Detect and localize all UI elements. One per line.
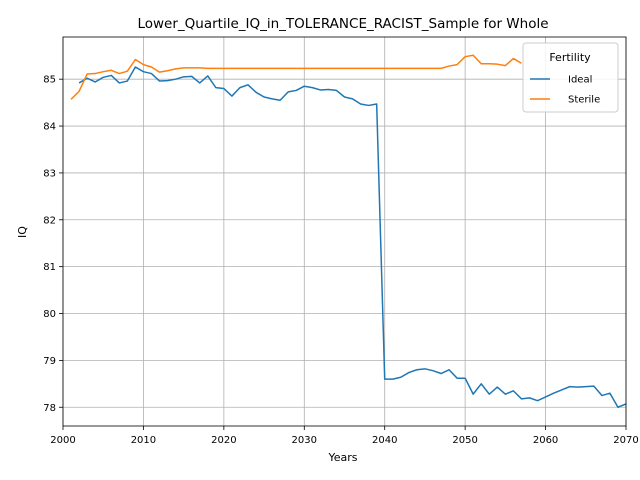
legend-items: Ideal Sterile: [530, 75, 600, 106]
y-tick-label: 83: [43, 168, 56, 179]
series-line-ideal: [78, 66, 627, 408]
x-tick-label: 2060: [533, 435, 558, 446]
legend-label-sterile: Sterile: [568, 95, 600, 106]
series-line-sterile: [70, 54, 522, 100]
legend-box: [522, 42, 619, 113]
x-axis-label: Years: [327, 451, 357, 464]
x-axis-ticks: 2000 2010 2020 2030 2040 2050 2060 2070: [50, 426, 639, 446]
y-tick-label: 80: [43, 309, 56, 320]
legend: Fertility Ideal Sterile: [522, 42, 619, 113]
y-tick-label: 82: [43, 215, 56, 226]
y-axis-label: IQ: [16, 226, 29, 238]
series-layer: [70, 54, 627, 408]
x-tick-label: 2010: [131, 435, 156, 446]
y-tick-label: 79: [43, 356, 56, 367]
x-tick-label: 2050: [452, 435, 477, 446]
y-tick-label: 85: [43, 75, 56, 86]
x-tick-label: 2070: [613, 435, 638, 446]
y-tick-label: 81: [43, 262, 56, 273]
x-tick-label: 2020: [211, 435, 236, 446]
plot-frame: [62, 36, 627, 427]
legend-label-ideal: Ideal: [568, 75, 592, 86]
y-tick-label: 78: [43, 403, 56, 414]
legend-title: Fertility: [549, 51, 591, 64]
x-tick-label: 2030: [292, 435, 317, 446]
x-tick-label: 2040: [372, 435, 397, 446]
x-tick-label: 2000: [50, 435, 75, 446]
y-tick-label: 84: [43, 122, 56, 133]
chart-title: Lower_Quartile_IQ_in_TOLERANCE_RACIST_Sa…: [137, 16, 548, 32]
y-axis-ticks: 78 79 80 81 82 83 84 85: [43, 75, 63, 414]
